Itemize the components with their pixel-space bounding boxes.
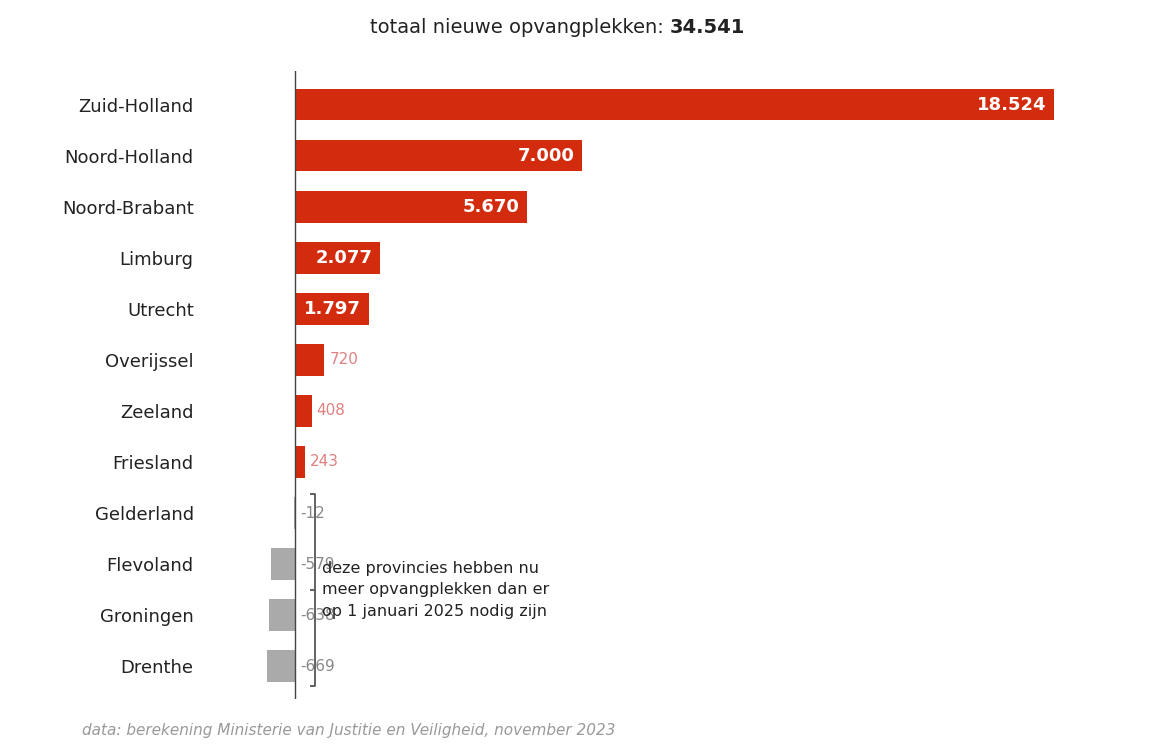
Text: 7.000: 7.000 <box>517 147 574 165</box>
Bar <box>295 89 1054 120</box>
Bar <box>295 446 305 478</box>
Text: 243: 243 <box>310 454 339 469</box>
Text: 18.524: 18.524 <box>977 96 1046 114</box>
Text: 720: 720 <box>329 353 358 368</box>
Bar <box>268 650 295 682</box>
Bar <box>295 293 369 325</box>
Bar <box>271 548 295 580</box>
Bar <box>295 191 528 223</box>
Text: -579: -579 <box>300 556 335 572</box>
Text: -669: -669 <box>300 659 335 674</box>
Text: 5.670: 5.670 <box>463 198 519 216</box>
Text: -12: -12 <box>300 505 324 520</box>
Text: 1.797: 1.797 <box>304 300 362 318</box>
Bar <box>295 140 581 171</box>
Text: -638: -638 <box>300 608 335 623</box>
Bar <box>295 242 380 274</box>
Text: 408: 408 <box>317 403 345 418</box>
Text: 34.541: 34.541 <box>669 18 745 37</box>
Text: 2.077: 2.077 <box>316 249 372 267</box>
Text: totaal nieuwe opvangplekken:: totaal nieuwe opvangplekken: <box>370 18 669 37</box>
Bar <box>269 599 295 631</box>
Text: deze provincies hebben nu
meer opvangplekken dan er
op 1 januari 2025 nodig zijn: deze provincies hebben nu meer opvangple… <box>322 560 549 619</box>
Bar <box>295 344 324 376</box>
Text: data: berekening Ministerie van Justitie en Veiligheid, november 2023: data: berekening Ministerie van Justitie… <box>82 723 615 738</box>
Bar <box>295 395 311 426</box>
